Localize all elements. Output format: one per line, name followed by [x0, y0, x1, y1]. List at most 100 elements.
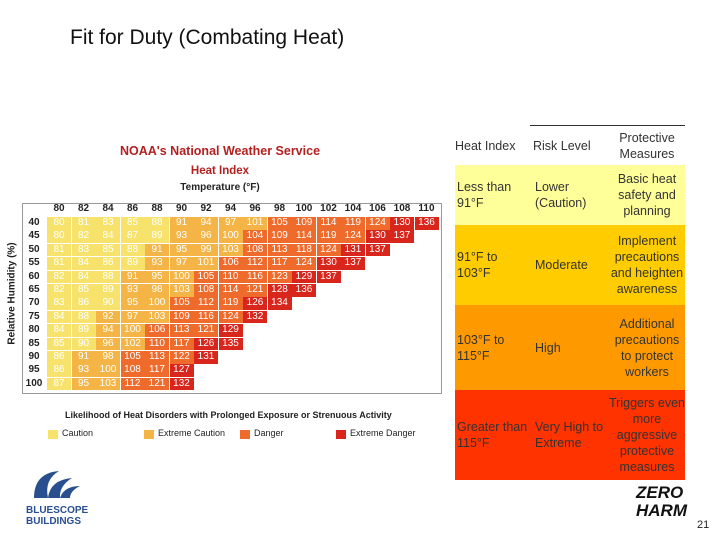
- humidity-header: 50: [28, 243, 40, 255]
- heat-index-cell: 87: [120, 230, 145, 243]
- table-cell: Basic heat safety and planning: [617, 172, 677, 218]
- temperature-header: 104: [344, 203, 362, 214]
- y-axis-label: Relative Humidity (%): [6, 242, 18, 345]
- heat-index-cell: 105: [120, 351, 145, 364]
- humidity-header: 90: [28, 351, 40, 362]
- temperature-header: 84: [102, 203, 114, 214]
- heat-index-cell: 84: [47, 310, 71, 324]
- heat-index-cell: 95: [145, 270, 169, 284]
- heat-index-cell: 113: [169, 324, 194, 337]
- legend-swatch: [144, 430, 154, 439]
- table-cell: Triggers even more aggressive protective…: [609, 396, 685, 474]
- heat-index-cell: 85: [71, 284, 96, 297]
- heat-index-cell: 130: [365, 230, 390, 243]
- temperature-header: 90: [175, 203, 188, 214]
- heat-index-cell: 87: [47, 377, 71, 391]
- humidity-header: 65: [28, 284, 40, 295]
- chart-subtitle: Heat Index: [190, 165, 250, 177]
- humidity-header: 85: [28, 337, 40, 349]
- temperature-header: 102: [320, 203, 337, 214]
- heat-index-cell: 108: [194, 284, 218, 297]
- heat-index-cell: 106: [145, 324, 169, 337]
- heat-index-cell: 114: [292, 230, 316, 243]
- heat-index-cell: 119: [341, 217, 365, 230]
- heat-index-cell: 99: [194, 243, 218, 257]
- heat-index-cell: 124: [365, 217, 390, 230]
- heat-index-cell: 122: [169, 351, 194, 364]
- table-cell: Very High to Extreme: [535, 420, 604, 450]
- heat-index-cell: 93: [120, 284, 145, 297]
- heat-index-cell: 137: [390, 230, 414, 243]
- heat-index-cell: 100: [145, 297, 169, 310]
- heat-index-cell: 121: [145, 377, 169, 391]
- heat-index-cell: 89: [71, 324, 96, 337]
- heat-index-cell: 89: [120, 257, 145, 270]
- heat-index-cell: 100: [218, 230, 243, 243]
- heat-index-cell: 103: [145, 310, 169, 324]
- table-row: [455, 305, 685, 390]
- heat-index-cell: 119: [218, 297, 243, 310]
- chart-footer: Likelihood of Heat Disorders with Prolon…: [65, 410, 392, 420]
- temperature-header: 88: [151, 203, 163, 214]
- table-cell: Additional precautions to protect worker…: [614, 316, 680, 379]
- heat-index-cell: 109: [169, 310, 194, 324]
- heat-index-cell: 81: [47, 257, 71, 270]
- temperature-header: 80: [53, 203, 65, 214]
- table-header: Protective Measures: [619, 131, 675, 161]
- heat-index-cell: 130: [316, 257, 341, 270]
- humidity-header: 95: [28, 364, 40, 376]
- slide-title: Fit for Duty (Combating Heat): [70, 26, 345, 49]
- chart-title: NOAA's National Weather Service: [119, 144, 321, 158]
- table-cell: Moderate: [535, 258, 588, 272]
- temperature-header: 100: [295, 203, 313, 214]
- heat-index-cell: 84: [47, 324, 71, 337]
- heat-index-cell: 114: [218, 284, 243, 297]
- temperature-header: 82: [77, 203, 90, 214]
- heat-index-cell: 94: [194, 217, 218, 230]
- heat-index-cell: 114: [316, 217, 341, 230]
- table-cell: Lower (Caution): [535, 180, 587, 210]
- heat-index-cell: 103: [96, 377, 120, 391]
- heat-index-cell: 91: [71, 351, 96, 364]
- heat-index-cell: 129: [218, 324, 243, 337]
- heat-index-cell: 132: [243, 310, 267, 324]
- heat-index-cell: 82: [47, 270, 71, 284]
- heat-index-cell: 113: [145, 351, 169, 364]
- heat-index-cell: 100: [169, 270, 194, 284]
- heat-index-cell: 116: [194, 310, 218, 324]
- heat-index-cell: 97: [218, 217, 243, 230]
- logo-mark: [34, 471, 80, 498]
- heat-index-cell: 124: [341, 230, 365, 243]
- heat-index-cell: 105: [169, 297, 194, 310]
- heat-index-cell: 91: [169, 217, 194, 230]
- temperature-header: 94: [224, 203, 237, 214]
- heat-index-cell: 93: [71, 364, 96, 377]
- heat-index-cell: 93: [145, 257, 169, 270]
- heat-index-cell: 121: [194, 324, 218, 337]
- heat-index-cell: 103: [169, 284, 194, 297]
- table-cell: 103°F to 115°F: [457, 332, 505, 363]
- heat-index-cell: 118: [292, 243, 316, 257]
- heat-index-cell: 129: [292, 270, 316, 284]
- heat-index-cell: 98: [96, 351, 120, 364]
- heat-index-cell: 91: [145, 243, 169, 257]
- heat-index-cell: 95: [120, 297, 145, 310]
- heat-index-cell: 119: [316, 230, 341, 243]
- heat-index-cell: 83: [71, 243, 96, 257]
- heat-index-cell: 92: [96, 310, 120, 324]
- heat-index-cell: 100: [120, 324, 145, 337]
- temperature-header: 108: [393, 203, 411, 214]
- heat-index-cell: 84: [96, 230, 120, 243]
- heat-index-cell: 136: [414, 217, 439, 230]
- legend-swatch: [240, 430, 250, 439]
- heat-index-cell: 137: [316, 270, 341, 284]
- legend-label: Extreme Caution: [158, 428, 226, 438]
- table-row: [455, 165, 685, 225]
- legend-swatch: [48, 430, 58, 439]
- heat-index-cell: 81: [47, 243, 71, 257]
- heat-index-cell: 132: [169, 377, 194, 391]
- heat-index-cell: 102: [120, 337, 145, 351]
- heat-index-chart: NOAA's National Weather Service Heat Ind…: [0, 138, 450, 448]
- heat-index-cell: 80: [47, 217, 71, 230]
- heat-index-cell: 82: [71, 230, 96, 243]
